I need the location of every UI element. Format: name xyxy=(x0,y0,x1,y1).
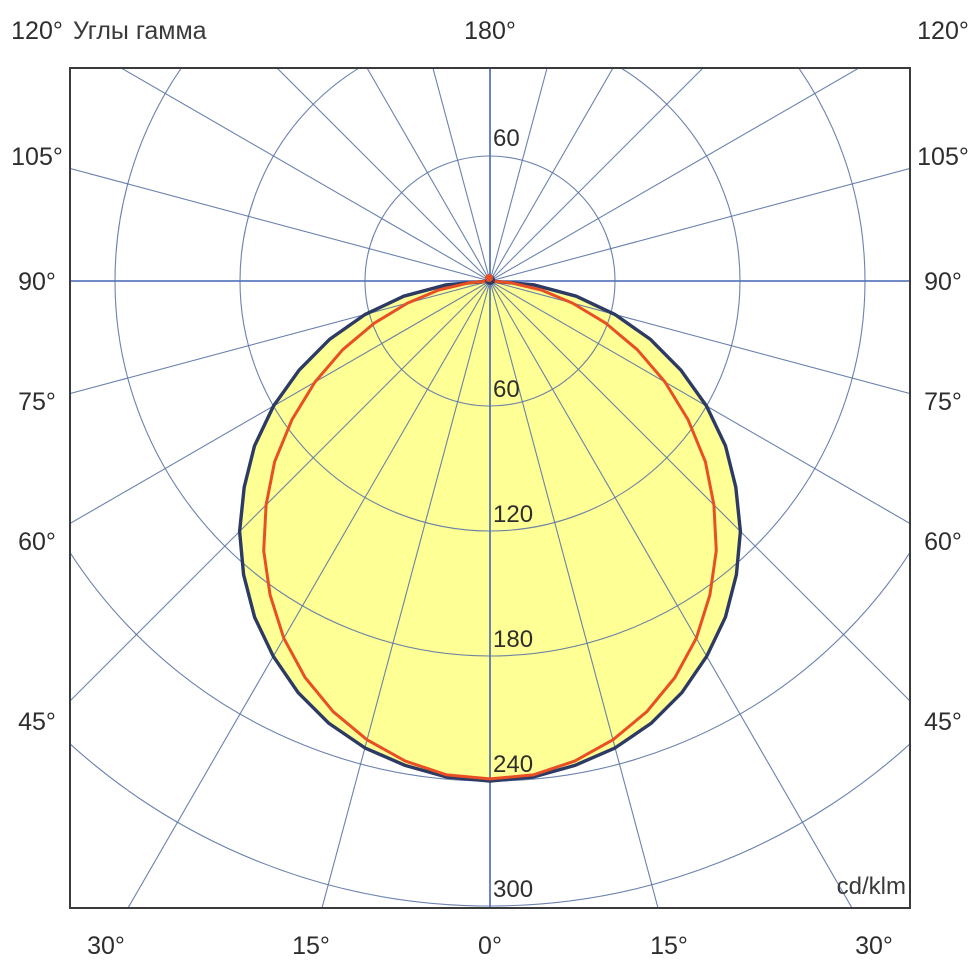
gamma-angle-label-right: 90° xyxy=(924,268,962,296)
curve-c90-c270 xyxy=(262,279,718,781)
grid-circle xyxy=(364,155,616,407)
ring-value-label: 60 xyxy=(493,125,520,152)
gamma-angle-label-top: 120° xyxy=(11,17,63,45)
gamma-angle-label-right: 75° xyxy=(924,388,962,416)
diagram-title: Углы гамма xyxy=(73,17,207,45)
gamma-angle-label-left: 45° xyxy=(18,708,56,736)
gamma-angle-label-bottom: 15° xyxy=(650,932,688,960)
ring-value-label: 120 xyxy=(493,501,533,528)
gamma-angle-label-left: 105° xyxy=(11,143,63,171)
gamma-angle-label-right: 45° xyxy=(924,708,962,736)
ring-value-label: 60 xyxy=(493,376,520,403)
labels-layer: 120° 180° 120° 105° 90° 75° 60° 45° 105° 90° 75° 60… xyxy=(11,17,969,960)
gamma-angle-label-top: 180° xyxy=(464,17,516,45)
gamma-angle-label-bottom: 0° xyxy=(478,932,502,960)
gamma-angle-label-bottom: 30° xyxy=(87,932,125,960)
grid-circle xyxy=(239,68,741,532)
polar-center-red-dot xyxy=(485,274,493,282)
plot-border xyxy=(69,67,911,909)
units-label: cd/klm xyxy=(836,873,906,900)
gamma-angle-label-bottom: 15° xyxy=(292,932,330,960)
gamma-angle-label-left: 90° xyxy=(18,268,56,296)
ring-value-label: 240 xyxy=(493,751,533,778)
grid-circle xyxy=(114,68,866,657)
grid-circle xyxy=(70,742,910,907)
gamma-angle-label-left: 60° xyxy=(18,528,56,556)
gamma-angle-label-right: 105° xyxy=(917,143,969,171)
curve-c0-c180 xyxy=(237,279,743,783)
ring-value-label: 180 xyxy=(493,626,533,653)
gamma-angle-label-top: 120° xyxy=(917,17,969,45)
gamma-angle-label-bottom: 30° xyxy=(855,932,893,960)
ring-value-label: 300 xyxy=(493,876,533,903)
gamma-angle-label-left: 75° xyxy=(18,388,56,416)
curves-layer xyxy=(237,274,743,783)
gamma-angle-label-right: 60° xyxy=(924,528,962,556)
